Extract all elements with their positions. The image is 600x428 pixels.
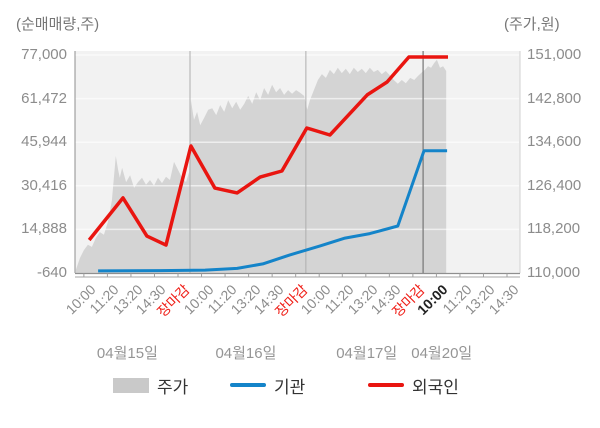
legend-label-institution: 기관 bbox=[274, 377, 306, 397]
institution-line-swatch bbox=[230, 383, 266, 387]
legend-label-price: 주가 bbox=[157, 377, 189, 397]
left-axis-title: (순매매량,주) bbox=[16, 16, 100, 33]
legend-item-institution: 기관 bbox=[230, 375, 306, 397]
price-area-series bbox=[75, 59, 447, 273]
foreigner-line-swatch bbox=[368, 383, 404, 387]
legend: 주가 기관 외국인 bbox=[0, 375, 600, 399]
price-area-swatch bbox=[113, 377, 149, 393]
foreigner-line-series bbox=[87, 55, 448, 247]
legend-item-foreigner: 외국인 bbox=[368, 375, 459, 397]
right-axis-title: (주가,원) bbox=[504, 16, 560, 33]
legend-item-price: 주가 bbox=[113, 375, 189, 397]
institution-line-series bbox=[98, 149, 448, 273]
legend-label-foreigner: 외국인 bbox=[412, 377, 459, 397]
